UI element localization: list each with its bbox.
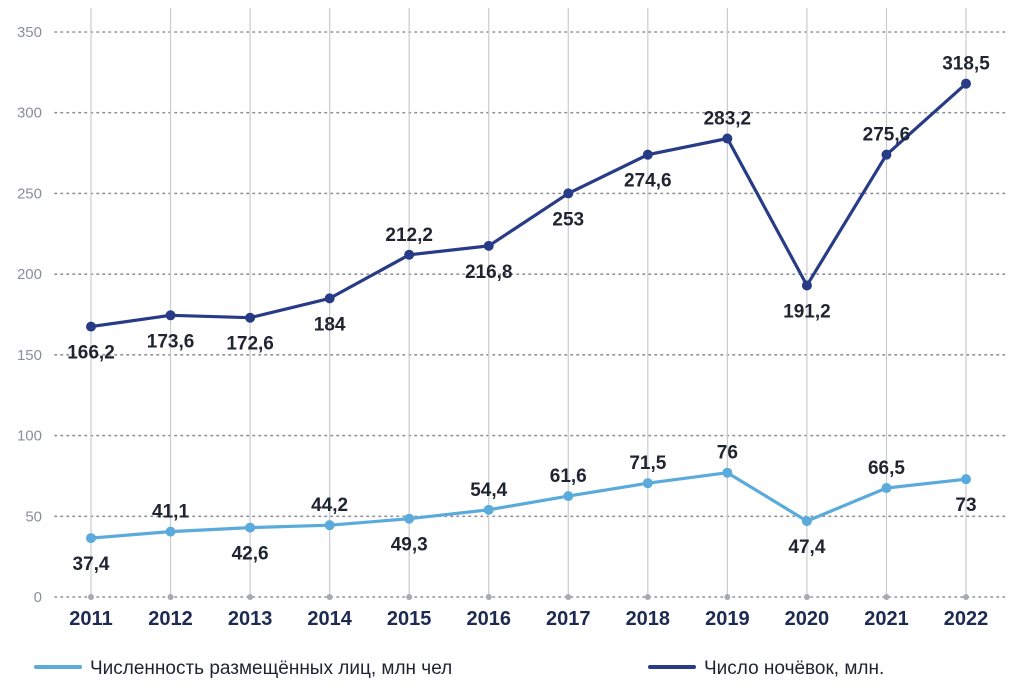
series-layer: [86, 78, 971, 544]
x-tick-label: 2015: [387, 608, 432, 630]
data-point: [86, 321, 96, 332]
x-tick-dot: [406, 594, 413, 600]
x-tick-label: 2019: [705, 608, 750, 630]
data-point: [961, 474, 971, 485]
y-tick-label: 300: [17, 105, 42, 122]
x-tick-dot: [724, 594, 731, 600]
data-point: [801, 280, 812, 291]
data-point: [404, 249, 415, 260]
legend-label: Численность размещённых лиц, млн чел: [90, 658, 452, 679]
data-point: [245, 522, 256, 533]
legend-label: Число ночёвок, млн.: [704, 658, 884, 679]
x-tick-dot: [88, 594, 94, 600]
data-label: 71,5: [629, 453, 666, 474]
data-label: 47,4: [788, 537, 825, 558]
grid-lines: [54, 8, 1006, 598]
data-point: [86, 533, 96, 544]
data-point: [881, 149, 892, 160]
y-tick-label: 250: [17, 185, 42, 202]
x-tick-label: 2013: [228, 608, 273, 630]
x-tick-dot: [963, 594, 969, 600]
y-tick-label: 100: [17, 428, 42, 445]
series-2: [86, 78, 971, 332]
legend: Численность размещённых лиц, млн чел Числ…: [34, 658, 884, 679]
y-axis: 0 50 100 150 200 250 300 350: [17, 24, 42, 606]
data-label: 191,2: [783, 301, 831, 322]
legend-item-1: Численность размещённых лиц, млн чел: [34, 658, 452, 679]
data-label: 166,2: [67, 343, 115, 364]
x-tick-label: 2022: [944, 608, 989, 630]
data-labels: 37,4 41,1 42,6 44,2 49,3 54,4 61,6 71,5 76 47,4 66…: [67, 54, 990, 575]
data-point: [722, 133, 733, 144]
data-label: 318,5: [942, 54, 990, 75]
x-tick-label: 2016: [466, 608, 511, 630]
data-point: [881, 483, 892, 494]
data-label: 275,6: [863, 125, 911, 146]
data-label: 49,3: [391, 535, 428, 556]
data-point: [563, 188, 574, 199]
data-point: [324, 293, 335, 304]
y-tick-label: 0: [34, 589, 42, 606]
data-point: [165, 526, 176, 537]
data-label: 61,6: [550, 466, 587, 487]
data-label: 41,1: [152, 502, 189, 523]
y-tick-label: 350: [17, 24, 42, 41]
data-point: [404, 513, 415, 524]
x-tick-label: 2011: [69, 608, 112, 630]
x-tick-label: 2020: [785, 608, 830, 630]
data-label: 216,8: [465, 262, 513, 283]
data-label: 212,2: [385, 225, 433, 246]
x-tick-label: 2014: [307, 608, 352, 630]
x-tick-label: 2018: [626, 608, 671, 630]
x-tick-dot: [247, 594, 254, 600]
data-label: 66,5: [868, 458, 905, 479]
data-label: 274,6: [624, 171, 672, 192]
x-tick-label: 2012: [148, 608, 193, 630]
data-point: [642, 149, 653, 160]
series-line: [89, 82, 968, 329]
data-label: 253: [552, 209, 584, 230]
x-tick-label: 2017: [546, 608, 591, 630]
data-point: [563, 491, 574, 502]
series-1: [86, 467, 971, 544]
data-point: [801, 516, 812, 527]
data-label: 283,2: [704, 109, 752, 130]
data-point: [165, 310, 176, 321]
data-point: [324, 520, 335, 531]
data-label: 184: [314, 314, 346, 335]
data-label: 44,2: [311, 495, 348, 516]
y-tick-label: 150: [17, 347, 42, 364]
data-label: 37,4: [73, 554, 110, 575]
x-tick-dot: [644, 594, 651, 600]
x-tick-dot: [565, 594, 572, 600]
legend-item-2: Число ночёвок, млн.: [648, 658, 884, 679]
data-label: 173,6: [147, 331, 195, 352]
data-point: [483, 240, 494, 251]
x-tick-dot: [167, 594, 174, 600]
y-tick-label: 50: [25, 508, 42, 525]
x-axis: 2011 2012 2013 2014 2015 2016 2017 2018 2019 2020…: [69, 594, 988, 630]
x-tick-dot: [883, 594, 890, 600]
data-label: 172,6: [226, 334, 274, 355]
data-point: [642, 478, 653, 489]
data-point: [483, 504, 494, 515]
x-tick-label: 2021: [864, 608, 909, 630]
data-label: 76: [717, 443, 738, 464]
y-tick-label: 200: [17, 266, 42, 283]
x-tick-dot: [485, 594, 492, 600]
data-point: [245, 312, 256, 323]
x-tick-dot: [803, 594, 810, 600]
data-point: [961, 78, 971, 89]
data-label: 54,4: [470, 480, 507, 501]
x-tick-dot: [326, 594, 333, 600]
data-label: 73: [955, 495, 976, 516]
data-point: [722, 467, 733, 478]
data-label: 42,6: [232, 544, 269, 565]
series-line: [89, 471, 968, 540]
